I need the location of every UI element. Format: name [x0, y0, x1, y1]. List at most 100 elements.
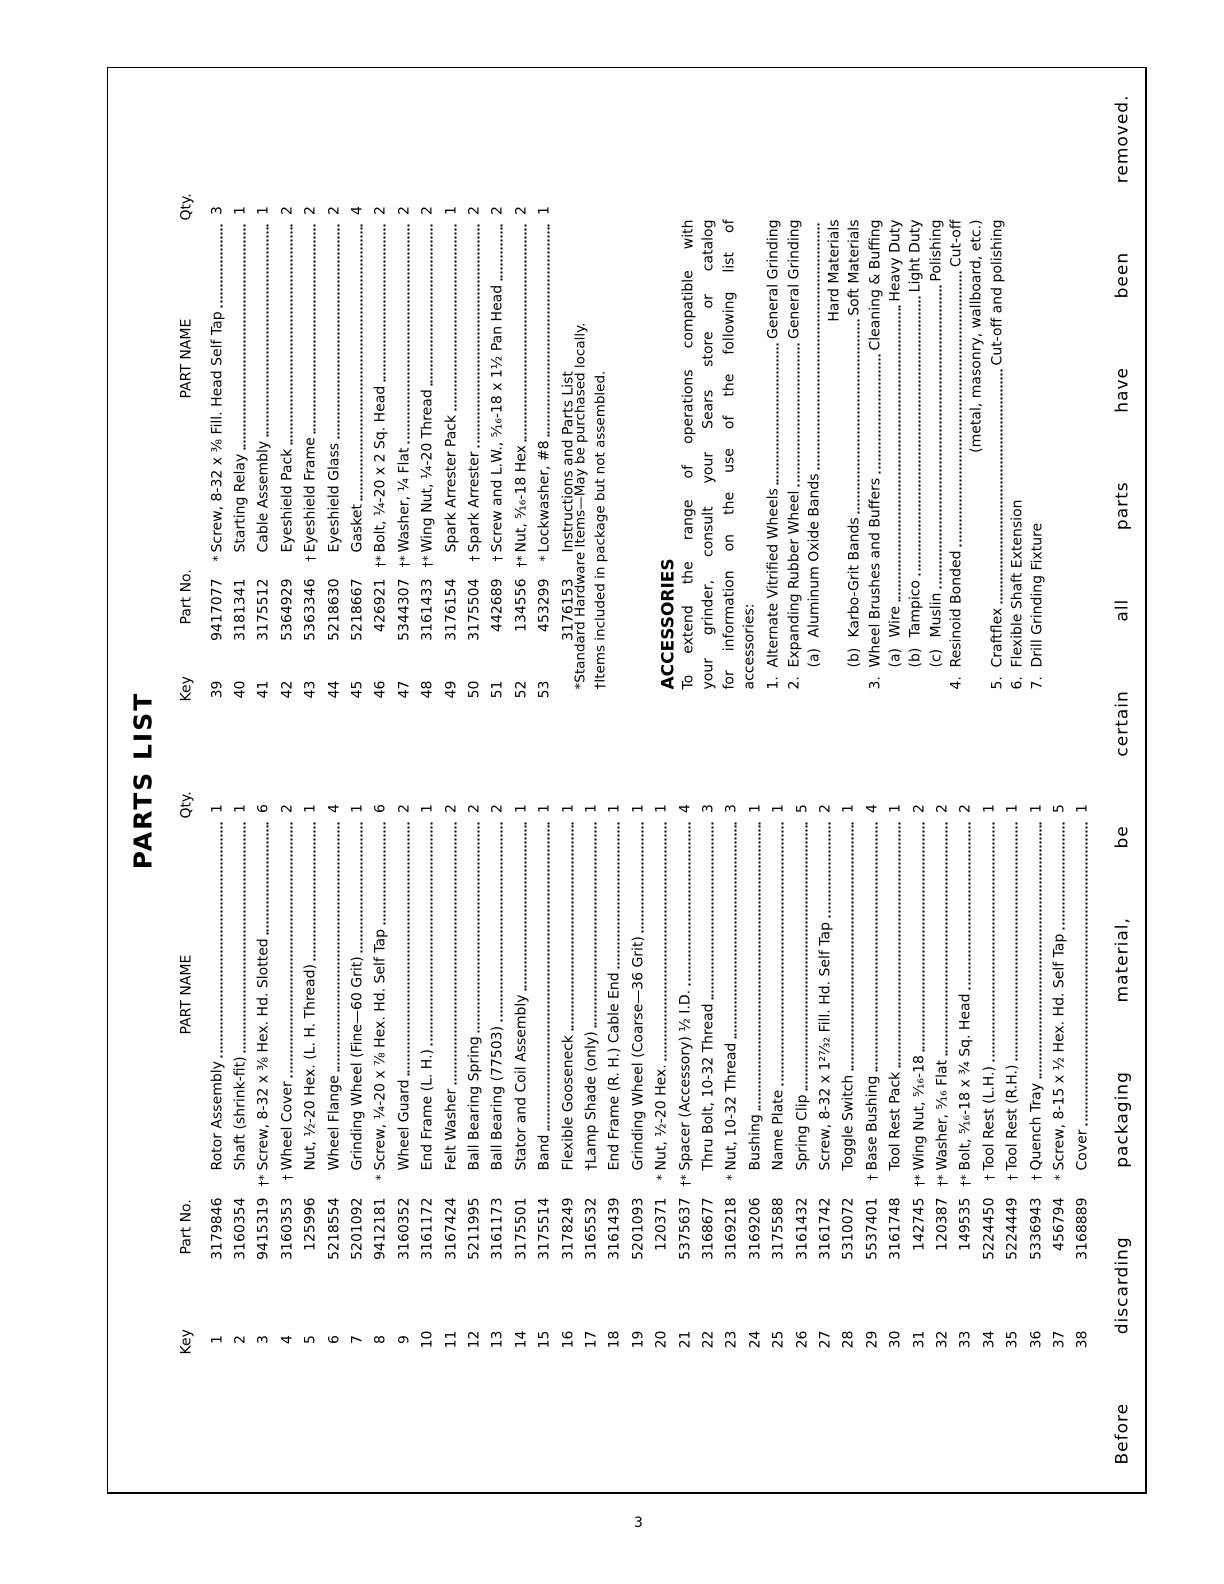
part-qty: 1 [840, 804, 857, 813]
part-key: 20 [653, 1330, 670, 1349]
part-name-cell: Spring Clip [794, 819, 810, 1171]
accessory-use: General Grinding [786, 219, 802, 340]
dot-leader [382, 224, 386, 382]
dot-leader [499, 224, 503, 281]
part-key: 36 [1028, 1330, 1044, 1349]
part-name: Spark Arrester [466, 451, 483, 553]
part-name-cell: Toggle Switch [841, 819, 857, 1171]
part-name: Screw and L.W., ⁵⁄₁₆-18 x 1½ Pan Head [489, 284, 506, 553]
accessory-use: Soft Materials [846, 219, 863, 316]
part-name-cell: Base Bushing [864, 819, 880, 1171]
part-name-cell: Washer, ⁵⁄₁₆ Flat [934, 819, 950, 1171]
header-part-name-left: PART NAME [178, 954, 195, 1035]
part-qty: 2 [419, 206, 436, 215]
part-number: 134556 [513, 578, 530, 632]
table-row: 38 3168889 Cover 1 [1071, 67, 1094, 1495]
dot-leader [874, 822, 878, 1072]
part-name: Bolt, ¼-20 x 2 Sq. Head [372, 385, 389, 553]
accessory-item: 5. Craftflex Cut-off and polishing [985, 220, 1005, 690]
accessory-use: General Grinding [765, 219, 782, 340]
part-qty: 2 [279, 206, 296, 215]
part-number: 5218630 [326, 578, 342, 641]
part-name-cell: †Lamp Shade (only) [583, 819, 599, 1171]
part-number: 442689 [489, 578, 506, 632]
part-name: Bolt, ⁵⁄₁₆-18 x ¾ Sq. Head [957, 993, 974, 1171]
part-name: Nut, ⁵⁄₁₆-18 Hex [513, 445, 530, 553]
header-part-no-left: Part No. [178, 1199, 195, 1255]
header-part-name-right: PART NAME [178, 318, 195, 399]
part-qty: 1 [747, 804, 764, 813]
table-row: 52 134556 †* Nut, ⁵⁄₁₆-18 Hex 2 [510, 67, 533, 1495]
accessory-item: Hard Materials [823, 220, 843, 690]
part-name-cell: Tool Rest Pack [888, 819, 904, 1171]
part-name: Bushing [747, 1114, 764, 1171]
accessory-number: 3. [867, 676, 884, 690]
accessory-item: (c) Muslin Polishing [924, 220, 944, 690]
part-qty: 2 [326, 206, 342, 215]
accessory-number: 4. [948, 676, 965, 690]
part-qty: 1 [255, 206, 272, 215]
part-qty: 1 [887, 804, 904, 813]
part-name: Grinding Wheel (Coarse—36 Grit) [630, 936, 647, 1171]
dot-leader [710, 822, 714, 1000]
dot-leader [917, 296, 921, 576]
table-row: 43 5363346 † Eyeshield Frame 2 [299, 67, 322, 1495]
part-name: Starting Relay [232, 453, 249, 553]
part-name: Spacer (Accessory) ½ I.D. [677, 989, 693, 1171]
dot-leader [1084, 822, 1088, 1126]
part-number: 5310072 [840, 1197, 857, 1260]
table-row: 51 442689 † Screw and L.W., ⁵⁄₁₆-18 x 1½ Pa… [486, 67, 509, 1495]
accessory-item: 4. Resinoid Bonded Cut-off [944, 220, 964, 690]
part-name: End Frame (R. H.) Cable End [606, 972, 623, 1171]
accessory-sub-letter: (b) [907, 647, 924, 668]
part-key: 31 [911, 1330, 927, 1349]
dot-leader [856, 319, 860, 514]
part-marker: † [982, 1174, 997, 1181]
dot-leader [967, 822, 971, 990]
dot-leader [1038, 822, 1041, 1079]
part-key: 19 [630, 1330, 647, 1349]
part-name-cell: Bolt, ¼-20 x 2 Sq. Head [373, 221, 389, 553]
part-key: 45 [349, 680, 366, 699]
dot-leader [265, 224, 269, 437]
dot-leader [897, 822, 901, 1068]
part-name-cell: Wing Nut, ⁵⁄₁₆-18 [911, 819, 927, 1171]
part-number: 3161432 [794, 1197, 810, 1260]
table-row: 44 5218630 Eyeshield Glass 2 [323, 67, 346, 1495]
part-name-cell: Wing Nut, ¼-20 Thread [420, 221, 436, 553]
part-number: 3169218 [723, 1197, 740, 1260]
dot-leader [796, 343, 799, 487]
part-qty: 2 [957, 804, 974, 813]
header-qty-left: Qty. [178, 791, 195, 819]
accessory-use: (metal, masonry, wallboard, etc.) [968, 219, 985, 453]
part-key: 30 [887, 1330, 904, 1349]
part-number: 5375637 [677, 1197, 693, 1260]
accessory-item: 2. Expanding Rubber Wheel General Grinding [782, 220, 802, 690]
dot-leader [336, 224, 339, 439]
part-name-cell: Screw, 8-32 x 1²⁷⁄₃₂ Fill. Hd. Self Tap [817, 819, 833, 1171]
part-marker: † [1029, 1174, 1043, 1181]
accessory-item: (a) Wire Heavy Duty [884, 220, 904, 690]
part-number: 5224449 [1004, 1197, 1021, 1260]
part-number: 5363346 [302, 578, 319, 641]
dot-leader [958, 271, 962, 547]
table-row: 37 456794 * Screw, 8-15 x ½ Hex. Hd. Self T… [1048, 67, 1071, 1495]
part-name: Lockwasher, #8 [536, 440, 553, 553]
part-number: 3176154 [443, 578, 459, 641]
dot-leader [242, 224, 246, 450]
accessories-intro-line: To extend the range of operations compat… [680, 219, 697, 690]
accessory-name: Tampico [907, 580, 924, 638]
part-name-cell: Quench Tray [1028, 819, 1044, 1171]
part-name: Tool Rest (L.H.) [981, 1066, 998, 1171]
accessory-item: 6. Flexible Shaft Extension [1005, 220, 1025, 689]
dot-leader [640, 822, 644, 933]
part-key: 49 [443, 680, 459, 699]
part-number: 3165532 [583, 1197, 600, 1260]
table-row: 53 453299 * Lockwasher, #8 1 [533, 67, 556, 1495]
table-row: 39 9417077 * Screw, 8-32 x ⅜ Fill. Head Sel… [206, 67, 229, 1495]
rotated-content: PARTS LIST Key Part No. PART NAME Qty. K… [107, 67, 1148, 1495]
dot-leader [938, 285, 942, 589]
part-key: 39 [209, 680, 225, 699]
table-row: 50 3175504 † Spark Arrester 2 [463, 67, 486, 1495]
part-qty: 5 [1051, 804, 1068, 813]
